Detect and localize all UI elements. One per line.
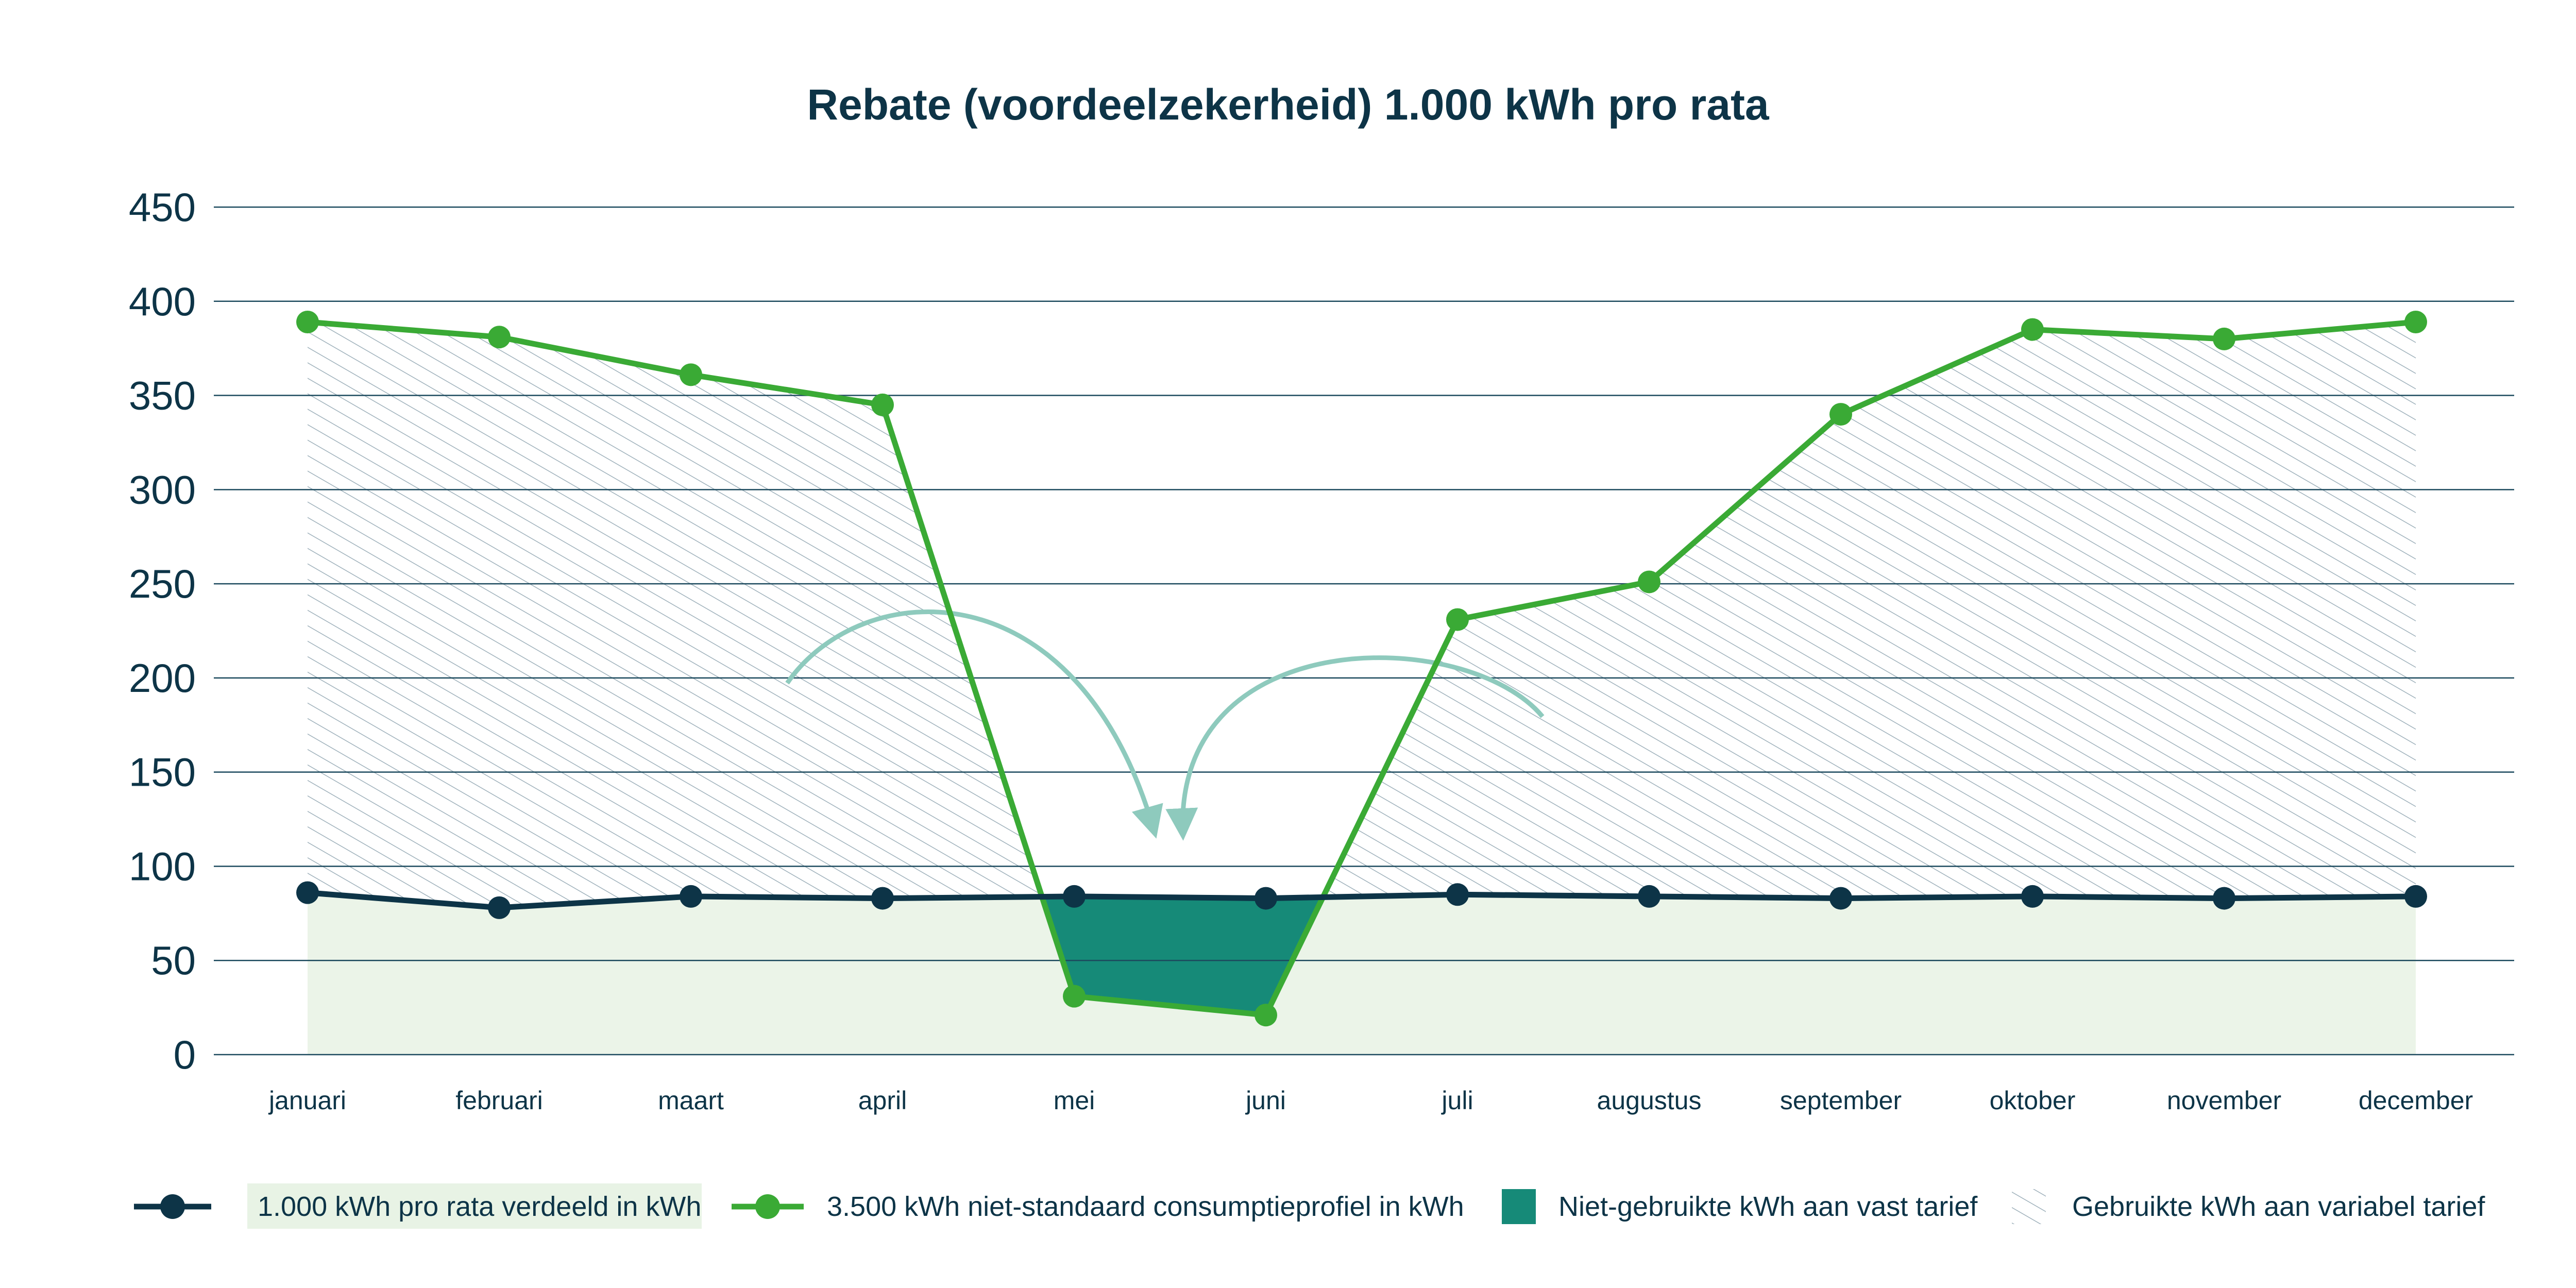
data-point-consumption-oktober	[2021, 318, 2044, 341]
base-fill-area	[308, 892, 2416, 1055]
data-point-consumption-juni	[1255, 1004, 1277, 1027]
data-point-consumption-februari	[488, 326, 511, 349]
data-point-pro-rata-mei	[1063, 885, 1086, 908]
data-point-consumption-september	[1829, 403, 1852, 426]
data-point-pro-rata-september	[1829, 887, 1852, 910]
y-tick-label: 200	[129, 655, 196, 701]
y-tick-label: 400	[129, 279, 196, 324]
x-tick-label: november	[2167, 1086, 2281, 1115]
gridlines	[214, 206, 2514, 1056]
legend-swatch-variable-tariff	[2012, 1189, 2046, 1224]
x-tick-label: mei	[1054, 1086, 1095, 1115]
data-point-pro-rata-april	[871, 887, 894, 910]
data-point-pro-rata-maart	[680, 885, 702, 908]
data-point-pro-rata-november	[2213, 887, 2235, 910]
x-tick-label: oktober	[1990, 1086, 2076, 1115]
y-tick-label: 50	[151, 938, 196, 983]
legend-label-pro-rata: 1.000 kWh pro rata verdeeld in kWh	[258, 1191, 701, 1222]
data-point-pro-rata-augustus	[1638, 885, 1660, 908]
legend-label-fixed-tariff: Niet-gebruikte kWh aan vast tarief	[1558, 1191, 1978, 1222]
arrow-juli-to-juni	[1165, 655, 1545, 841]
data-point-pro-rata-januari	[296, 881, 319, 904]
y-tick-label: 300	[129, 467, 196, 512]
arrow-april-to-mei	[785, 609, 1163, 839]
y-tick-label: 450	[129, 184, 196, 230]
y-tick-label: 150	[129, 750, 196, 795]
data-point-pro-rata-februari	[488, 896, 511, 919]
legend-marker-point-consumption	[755, 1194, 780, 1219]
legend-swatch-fixed-tariff	[1502, 1189, 1536, 1224]
data-point-consumption-mei	[1063, 985, 1086, 1008]
chart-title: Rebate (voordeelzekerheid) 1.000 kWh pro…	[807, 80, 1770, 129]
y-tick-label: 100	[129, 843, 196, 889]
legend-label-consumption: 3.500 kWh niet-standaard consumptieprofi…	[827, 1191, 1464, 1222]
x-tick-label: april	[858, 1086, 907, 1115]
data-point-consumption-november	[2213, 327, 2235, 350]
x-axis: januari februari maart april mei juni juli augu…	[268, 1086, 2473, 1115]
variable-tariff-region-0	[308, 321, 1042, 908]
legend-label-bg	[247, 1183, 702, 1229]
fixed-tariff-unused-region-1	[1042, 896, 1323, 1015]
fixed-tariff-unused-area	[1042, 896, 1323, 1015]
y-tick-label: 250	[129, 561, 196, 606]
series-line-pro-rata	[307, 890, 2416, 911]
data-point-pro-rata-december	[2404, 885, 2427, 908]
variable-tariff-area	[308, 321, 2416, 908]
series-line-consumption	[307, 319, 2416, 1018]
y-axis: 0 50 100 150 200 250 300 350 400 450	[129, 184, 196, 1077]
y-tick-label: 0	[174, 1032, 196, 1077]
data-point-pro-rata-juni	[1255, 887, 1277, 910]
x-tick-label: augustus	[1597, 1086, 1702, 1115]
data-point-pro-rata-oktober	[2021, 885, 2044, 908]
annotation-arrows	[785, 609, 1545, 841]
variable-tariff-region-2	[1323, 321, 2416, 899]
data-point-consumption-augustus	[1638, 570, 1660, 594]
x-tick-label: juli	[1440, 1086, 1473, 1115]
legend-marker-point-pro-rata	[160, 1194, 185, 1219]
legend: 1.000 kWh pro rata verdeeld in kWh 3.500 …	[134, 1183, 2485, 1229]
x-tick-label: februari	[455, 1086, 543, 1115]
series-lines	[296, 310, 2427, 1027]
x-tick-label: december	[2359, 1086, 2473, 1115]
data-point-pro-rata-juli	[1446, 883, 1469, 906]
x-tick-label: maart	[658, 1086, 724, 1115]
data-point-consumption-maart	[680, 363, 702, 386]
x-tick-label: januari	[268, 1086, 346, 1115]
x-tick-label: juni	[1245, 1086, 1286, 1115]
y-tick-label: 350	[129, 373, 196, 418]
data-point-consumption-december	[2404, 310, 2427, 333]
x-tick-label: september	[1780, 1086, 1902, 1115]
data-point-consumption-januari	[296, 310, 319, 333]
data-point-consumption-juli	[1446, 608, 1469, 631]
base-fill	[308, 892, 2416, 1055]
data-point-consumption-april	[871, 393, 894, 416]
legend-label-variable-tariff: Gebruikte kWh aan variabel tarief	[2072, 1191, 2485, 1222]
